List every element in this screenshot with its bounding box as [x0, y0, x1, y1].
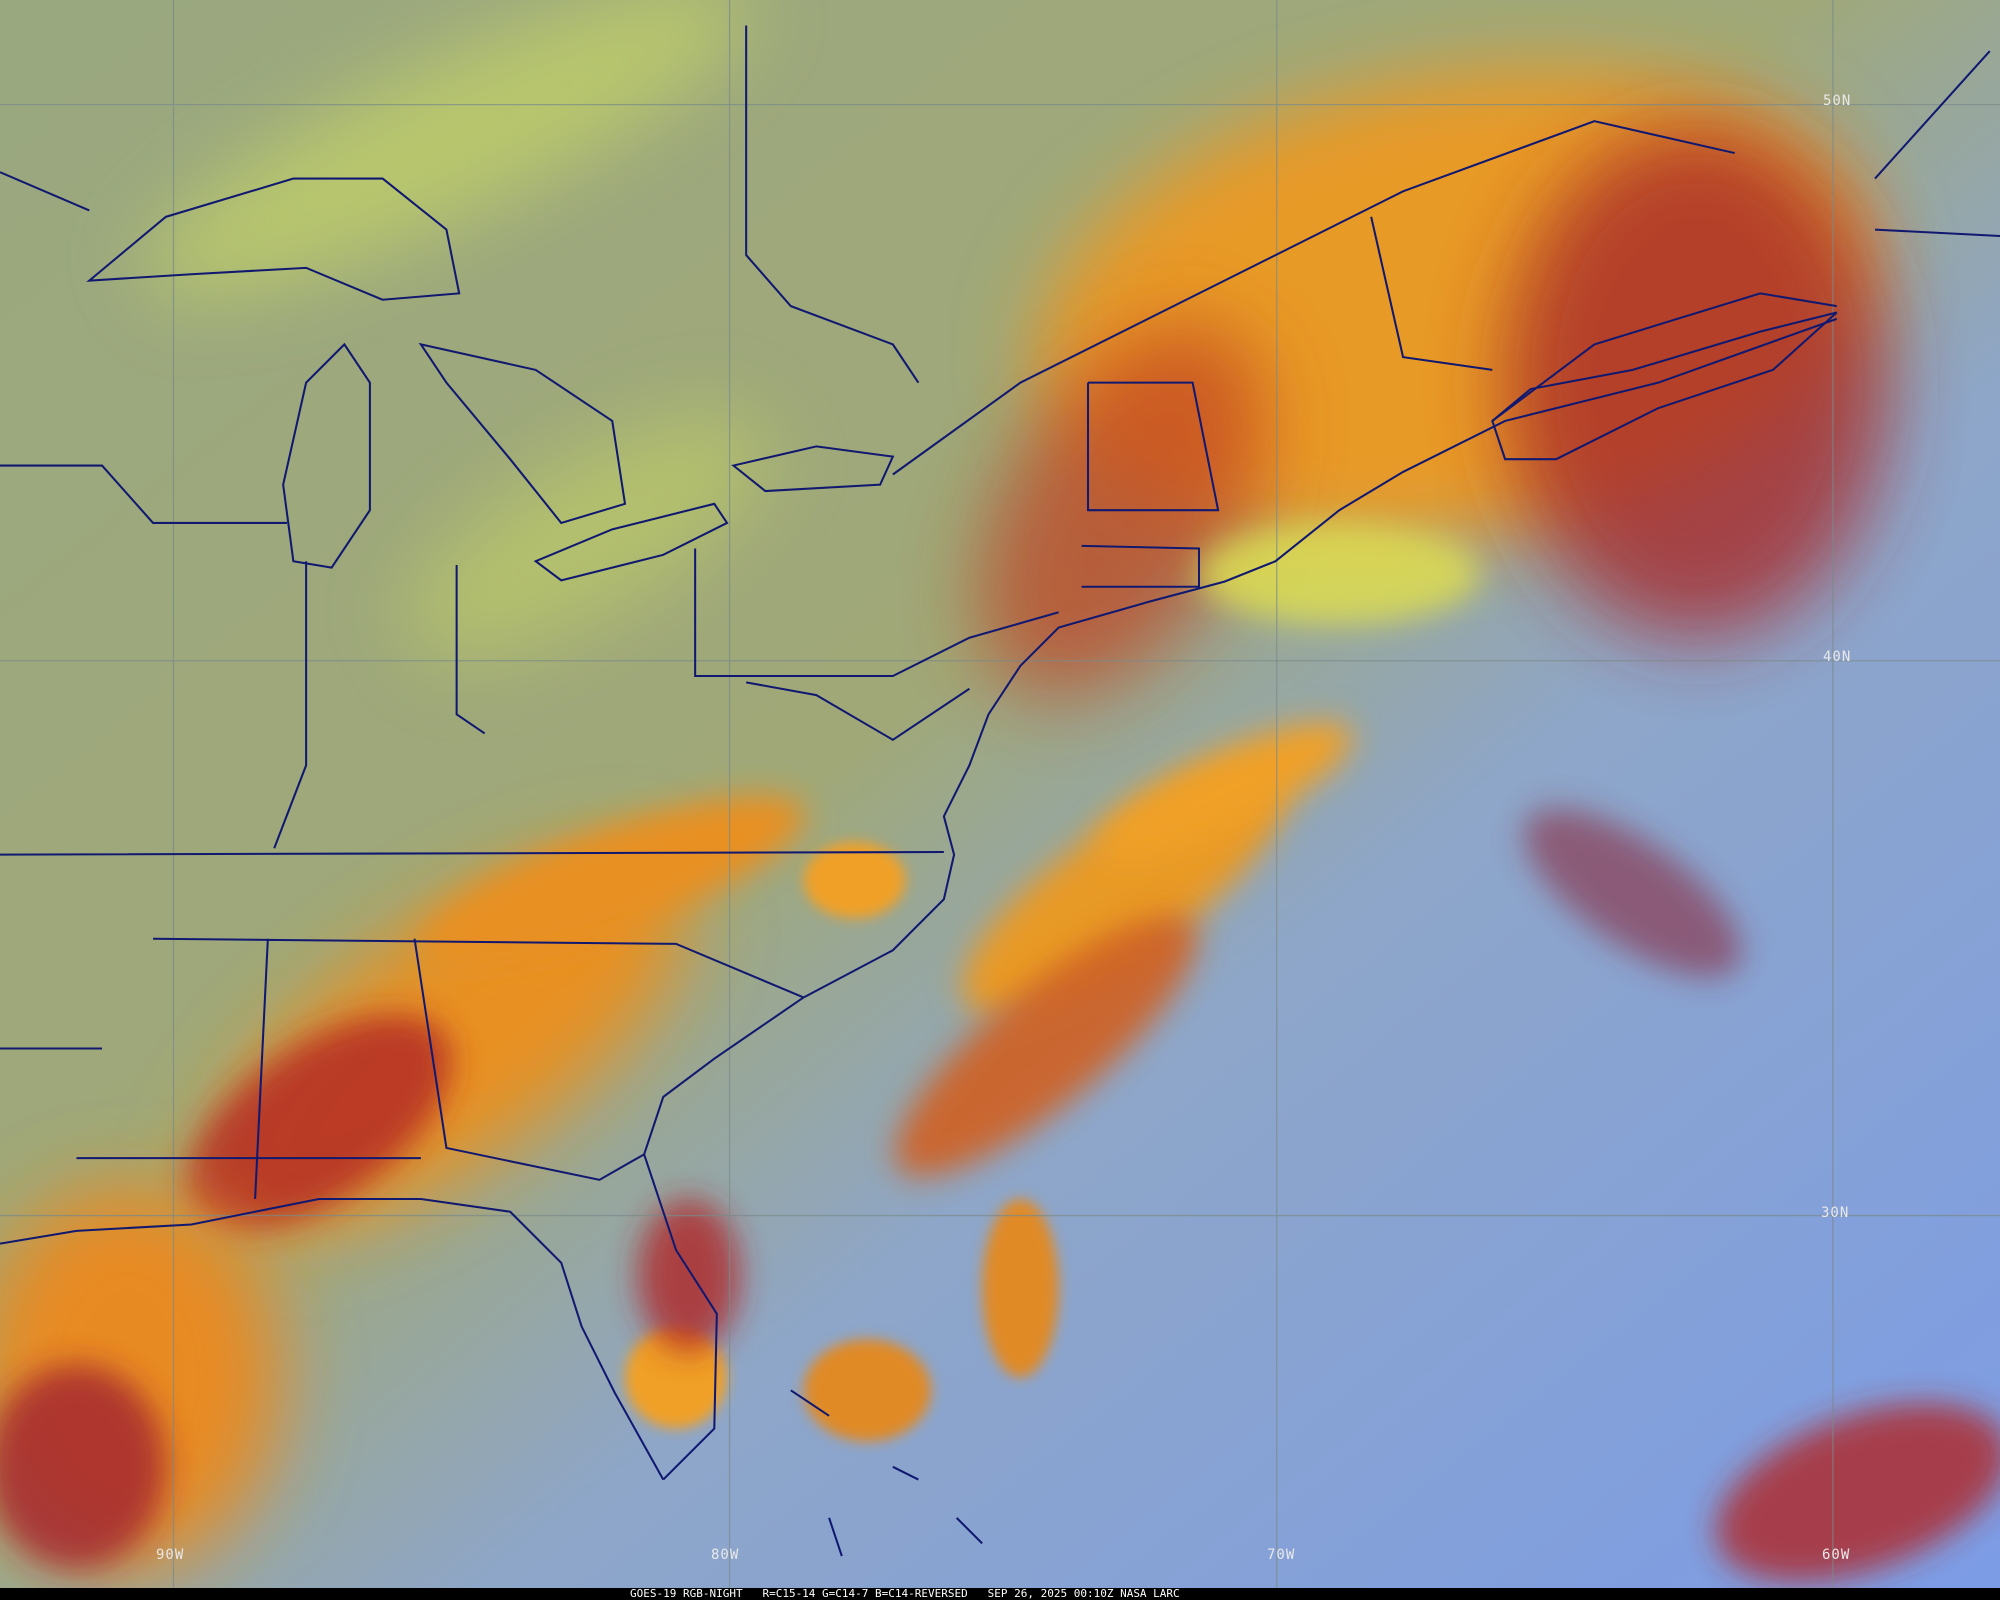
lat-label-50n: 50N — [1823, 93, 1852, 109]
bahamas — [790, 1389, 983, 1557]
lake-ontario — [731, 445, 895, 493]
st-lawrence — [892, 120, 1735, 476]
boundaries — [0, 25, 2000, 1557]
east-coastline — [643, 317, 1838, 1481]
lake-superior — [86, 177, 461, 301]
state-borders — [0, 216, 1493, 1200]
lat-label-30n: 30N — [1821, 1205, 1850, 1221]
lon-label-80w: 80W — [711, 1547, 740, 1563]
gulf-coastline — [0, 1197, 665, 1481]
lon-label-60w: 60W — [1822, 1547, 1851, 1563]
canada-coast — [1491, 50, 2000, 422]
us-canada-border — [0, 25, 920, 384]
lat-label-40n: 40N — [1823, 649, 1852, 665]
lake-huron — [418, 342, 627, 525]
caption-bar: GOES-19 RGB-NIGHT R=C15-14 G=C14-7 B=C14… — [0, 1588, 2000, 1600]
lon-label-90w: 90W — [156, 1547, 185, 1563]
lake-erie — [533, 502, 729, 582]
caption-text: GOES-19 RGB-NIGHT R=C15-14 G=C14-7 B=C14… — [630, 1587, 1180, 1600]
lake-michigan — [282, 342, 371, 569]
lon-label-70w: 70W — [1267, 1547, 1296, 1563]
nova-scotia — [1491, 311, 1838, 461]
